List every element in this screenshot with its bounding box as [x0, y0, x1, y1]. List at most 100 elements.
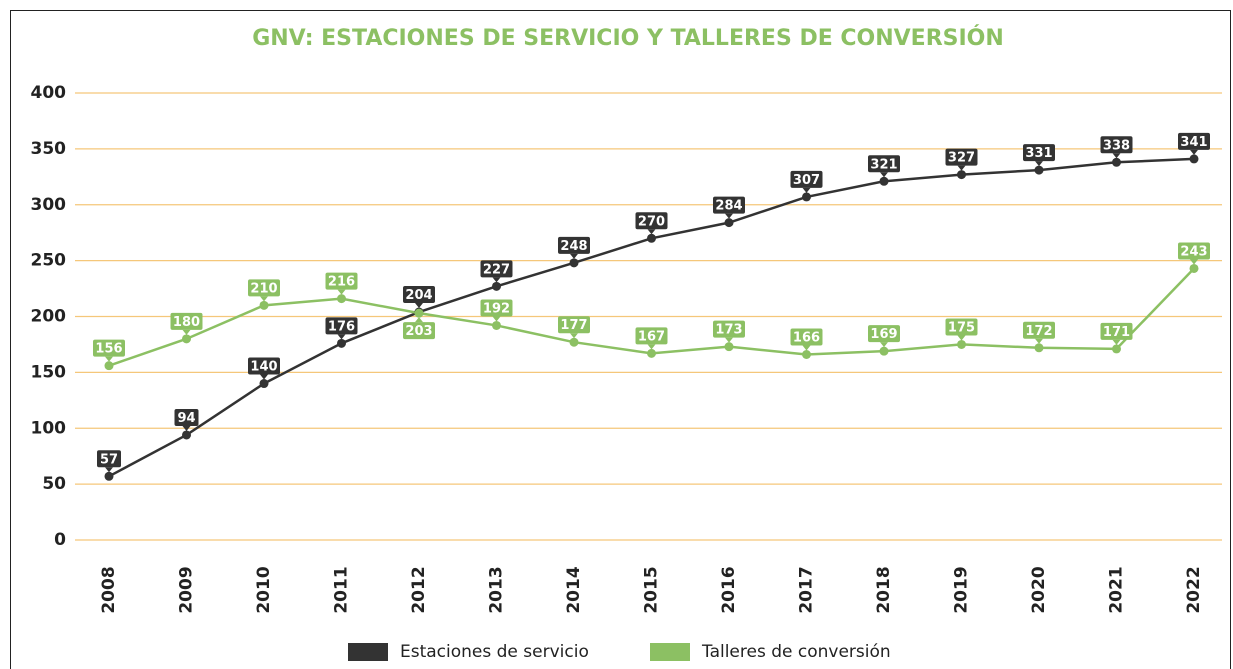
data-point: [879, 176, 889, 186]
data-label-pointer: [725, 213, 733, 219]
data-label-text: 57: [100, 452, 118, 467]
data-label-box: [97, 450, 121, 468]
data-point: [492, 320, 501, 330]
data-point: [1034, 165, 1044, 175]
y-tick-label: 0: [54, 530, 66, 550]
data-point: [1112, 157, 1121, 167]
data-point: [647, 348, 656, 358]
data-label-pointer: [260, 374, 268, 380]
data-label-pointer: [880, 172, 888, 178]
data-label-text: 177: [560, 318, 587, 333]
legend-label: Estaciones de servicio: [400, 642, 589, 662]
data-label-text: 171: [1103, 325, 1130, 340]
data-label-box: [480, 299, 513, 317]
data-point: [1189, 263, 1199, 273]
x-tick-label: 2020: [1029, 566, 1049, 613]
data-label: 177: [558, 316, 590, 339]
data-point: [724, 342, 734, 352]
x-tick-label: 2008: [99, 566, 119, 613]
data-label-text: 341: [1180, 135, 1207, 150]
data-label-box: [1023, 144, 1055, 162]
data-label-box: [868, 155, 900, 173]
data-label-text: 140: [250, 360, 277, 375]
data-label-text: 307: [793, 173, 820, 188]
data-point: [182, 430, 191, 440]
legend-swatch: [650, 643, 690, 661]
x-tick-label: 2015: [642, 566, 662, 613]
data-label-text: 172: [1025, 324, 1052, 339]
data-label: 216: [325, 272, 358, 295]
data-label-pointer: [802, 187, 811, 193]
data-point: [647, 233, 656, 243]
data-label: 180: [170, 312, 203, 335]
data-point: [104, 471, 114, 481]
data-label-text: 204: [405, 288, 432, 303]
x-tick-label: 2012: [409, 566, 429, 613]
data-label-text: 192: [483, 301, 510, 316]
data-label: 270: [635, 212, 668, 235]
data-label-text: 167: [638, 329, 665, 344]
data-label-pointer: [1112, 339, 1121, 345]
data-label-text: 243: [1180, 244, 1207, 259]
data-label-text: 227: [483, 262, 510, 277]
data-label-pointer: [1190, 259, 1198, 265]
x-tick-label: 2021: [1107, 566, 1127, 613]
data-label-box: [713, 196, 745, 214]
data-label-box: [1178, 132, 1210, 150]
data-label: 307: [790, 170, 823, 193]
data-label-box: [325, 317, 358, 335]
data-label: 204: [403, 286, 435, 309]
data-label-pointer: [105, 356, 113, 362]
data-label-box: [1023, 321, 1055, 339]
data-label-pointer: [105, 467, 113, 473]
data-point: [1189, 154, 1199, 164]
data-label: 140: [248, 357, 280, 380]
data-label: 192: [480, 299, 513, 322]
chart-border: [10, 10, 1231, 669]
data-label-box: [790, 170, 823, 188]
data-point: [957, 339, 966, 349]
x-tick-label: 2018: [874, 566, 894, 613]
data-label-pointer: [1035, 161, 1043, 167]
y-tick-label: 200: [31, 307, 67, 327]
data-label-pointer: [880, 342, 888, 348]
data-point: [957, 170, 966, 180]
data-label-pointer: [570, 253, 578, 259]
data-label-pointer: [337, 289, 346, 295]
data-label-box: [945, 148, 978, 166]
data-label-box: [558, 316, 590, 334]
data-point: [569, 337, 579, 347]
data-label: 227: [480, 260, 513, 283]
x-tick-label: 2009: [177, 566, 197, 613]
data-label-text: 270: [638, 214, 665, 229]
data-label-text: 210: [250, 281, 277, 296]
data-label-box: [325, 272, 358, 290]
chart-title: GNV: ESTACIONES DE SERVICIO Y TALLERES D…: [252, 25, 1004, 51]
data-label-pointer: [1112, 153, 1121, 159]
x-tick-label: 2017: [797, 566, 817, 613]
data-label-box: [248, 357, 280, 375]
data-label-pointer: [647, 229, 656, 235]
data-label-text: 169: [870, 327, 897, 342]
data-label-pointer: [725, 337, 733, 343]
data-label-text: 166: [793, 330, 820, 345]
data-label: 210: [248, 279, 280, 302]
data-label: 284: [713, 196, 745, 219]
data-label-pointer: [1035, 338, 1043, 344]
data-label-box: [403, 286, 435, 304]
data-label-box: [713, 320, 745, 338]
data-point: [259, 379, 269, 389]
data-label-box: [1100, 136, 1133, 154]
data-label: 331: [1023, 144, 1055, 167]
data-label-text: 327: [948, 151, 975, 166]
data-label-box: [635, 327, 668, 345]
data-label-pointer: [957, 335, 966, 341]
data-label-box: [868, 325, 900, 343]
y-tick-label: 350: [31, 139, 67, 159]
data-label-text: 173: [715, 323, 742, 338]
data-label: 57: [97, 450, 121, 473]
data-label: 169: [868, 325, 900, 348]
data-label-pointer: [492, 316, 501, 322]
data-label-box: [1178, 242, 1210, 260]
data-label-pointer: [570, 333, 578, 339]
